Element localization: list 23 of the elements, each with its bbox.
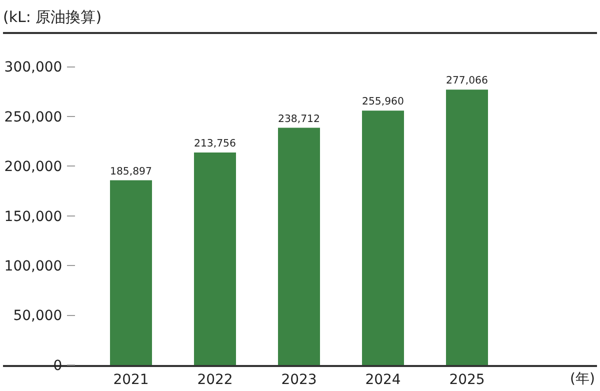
bar	[278, 128, 320, 365]
bar	[362, 110, 404, 365]
data-label: 277,066	[446, 76, 488, 87]
y-tick-label: 300,000	[4, 60, 62, 76]
x-tick-label: 2025	[449, 372, 485, 388]
bar	[194, 152, 236, 365]
x-tick-label: 2024	[365, 372, 401, 388]
x-axis-title: (年)	[570, 371, 595, 387]
x-tick-label: 2023	[281, 372, 317, 388]
y-tick-label: 200,000	[4, 159, 62, 176]
bar	[446, 90, 488, 365]
data-label: 238,712	[278, 114, 320, 125]
data-label: 255,960	[362, 96, 404, 108]
x-tick-label: 2021	[113, 372, 149, 388]
bar	[110, 180, 152, 365]
data-label: 185,897	[110, 166, 152, 178]
y-tick-label: 150,000	[4, 208, 62, 225]
data-label: 213,756	[194, 138, 236, 150]
y-tick-label: 100,000	[4, 258, 62, 274]
x-tick-label: 2022	[197, 372, 233, 388]
y-tick-label: 50,000	[13, 308, 62, 324]
y-tick-label: 250,000	[4, 109, 62, 126]
y-axis-title: (kL: 原油換算)	[3, 8, 102, 26]
